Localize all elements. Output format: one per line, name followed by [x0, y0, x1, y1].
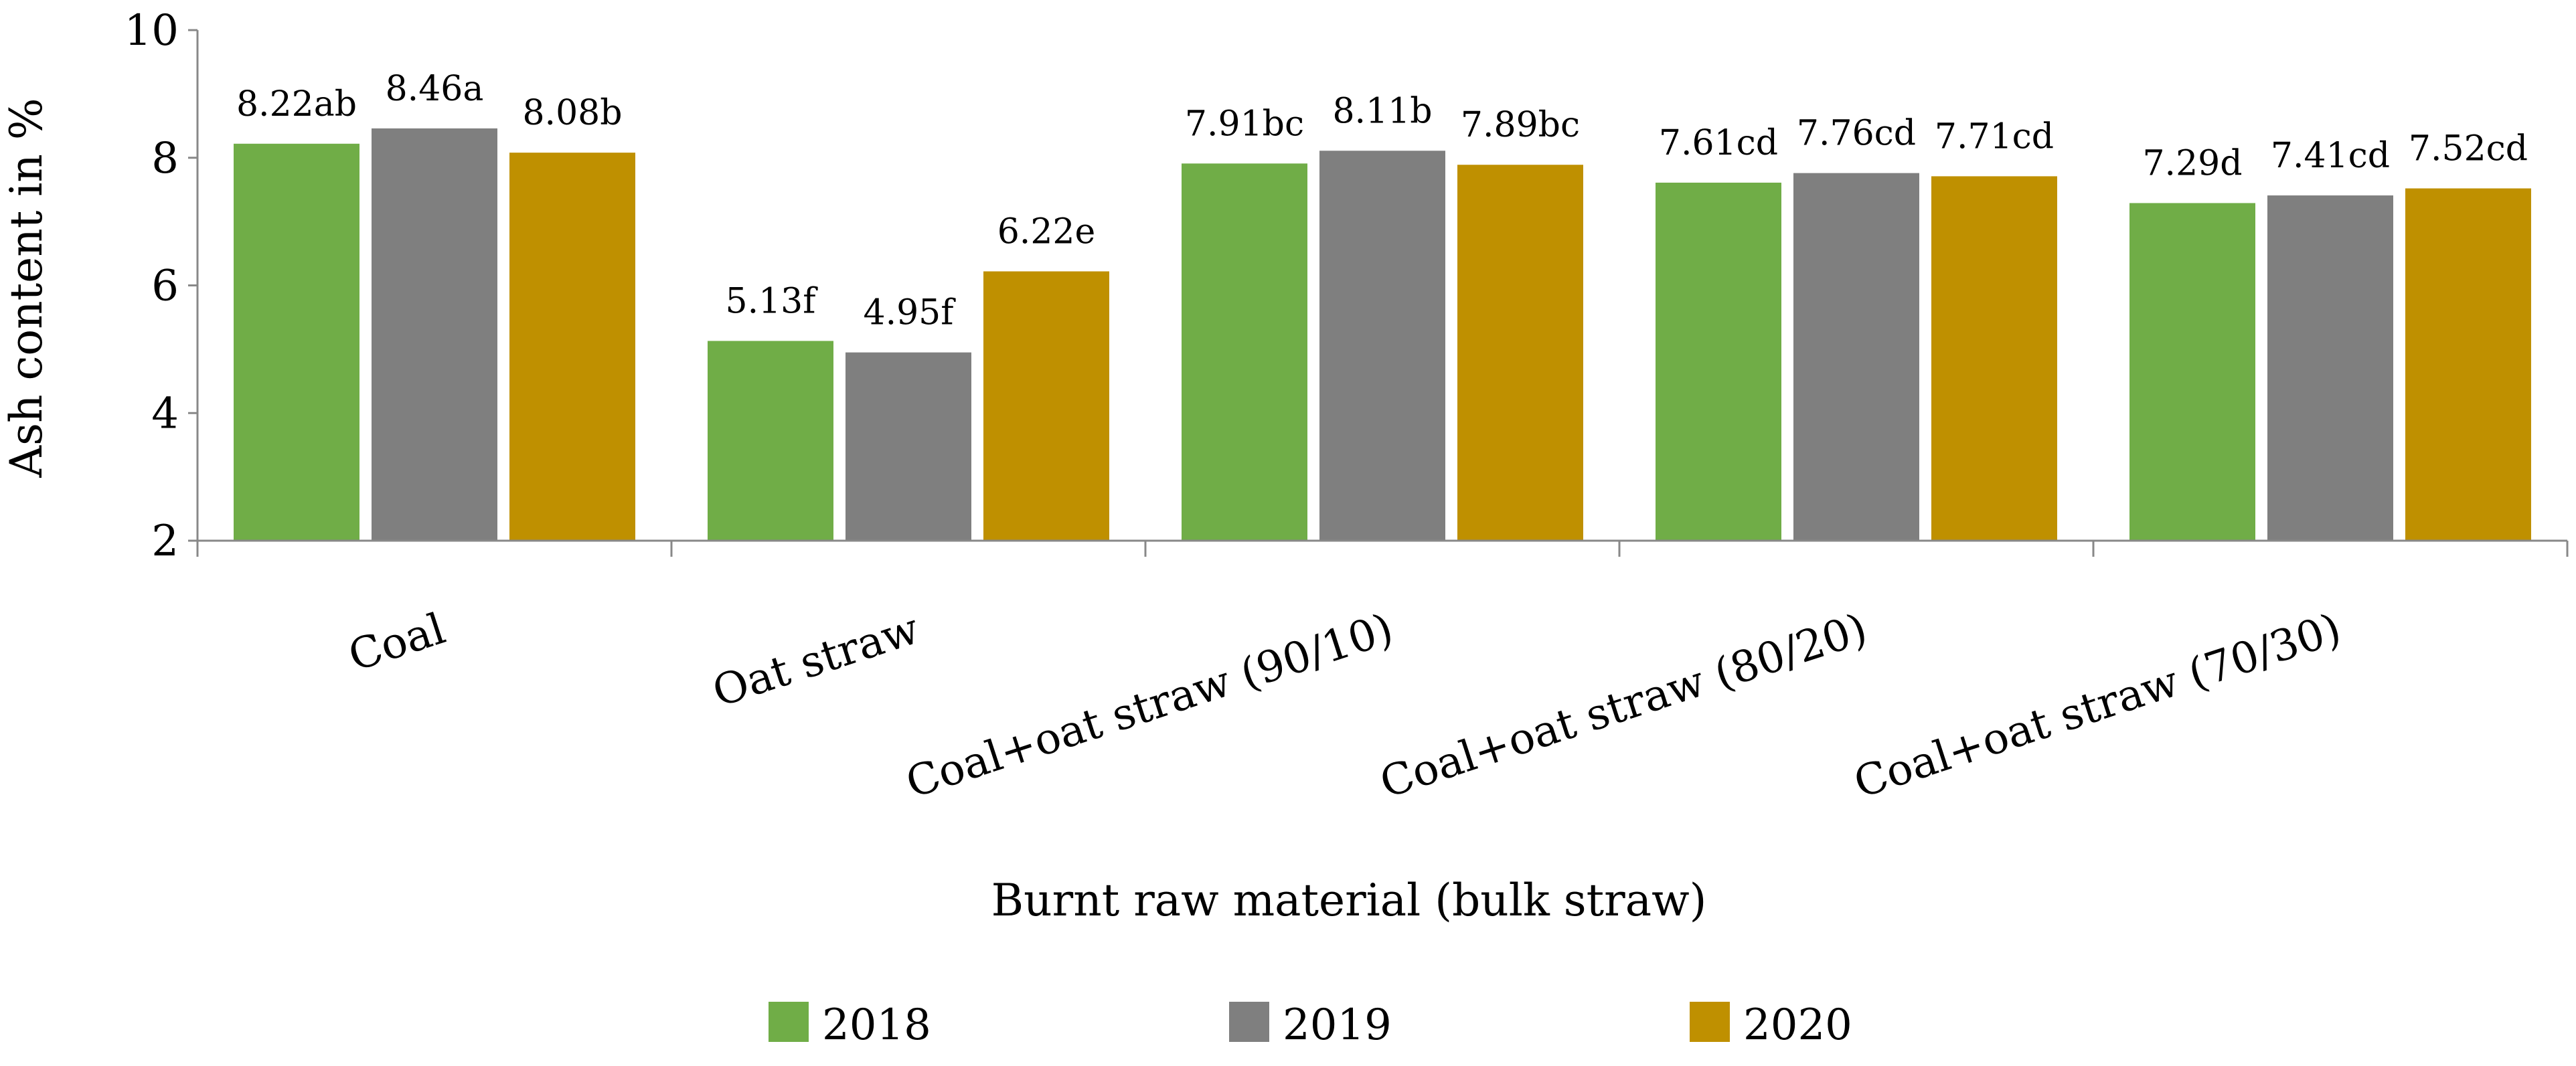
- x-ticks-group: [196, 541, 2569, 557]
- category-label: Coal+oat straw (90/10): [900, 604, 1399, 808]
- data-label: 7.41cd: [2271, 136, 2390, 176]
- bar-2020: [1457, 165, 1583, 541]
- legend-swatch-2019: [1229, 1002, 1269, 1042]
- bar-2020: [1931, 176, 2057, 541]
- bar-2020: [2405, 188, 2531, 541]
- legend-swatch-2018: [769, 1002, 809, 1042]
- y-tick-label: 6: [151, 262, 179, 311]
- data-label: 7.89bc: [1461, 105, 1580, 145]
- y-axis-title: Ash content in %: [1, 98, 52, 478]
- bar-2018: [1182, 163, 1307, 541]
- data-label: 7.52cd: [2409, 129, 2528, 169]
- category-label: Oat straw: [707, 604, 925, 717]
- y-ticks-group: 2 4 6 8 10: [125, 6, 197, 566]
- data-label: 8.11b: [1332, 91, 1432, 131]
- legend-label: 2019: [1283, 1000, 1392, 1050]
- data-label: 8.46a: [386, 69, 484, 109]
- bars-group: [234, 128, 2531, 541]
- data-label: 4.95f: [863, 293, 956, 333]
- data-label: 7.91bc: [1185, 104, 1304, 144]
- category-label: Coal: [343, 604, 451, 682]
- data-label: 8.22ab: [236, 84, 357, 124]
- bar-2019: [372, 128, 497, 541]
- legend: 2018 2019 2020: [769, 1000, 1852, 1050]
- data-labels-group: 8.22ab 8.46a 8.08b 5.13f 4.95f 6.22e 7.91bc 8.1…: [236, 69, 2528, 333]
- y-tick-label: 4: [151, 389, 179, 438]
- bar-2020: [983, 271, 1109, 541]
- y-tick-label: 8: [151, 134, 179, 183]
- data-label: 7.76cd: [1797, 114, 1916, 154]
- category-label: Coal+oat straw (70/30): [1848, 604, 2347, 808]
- data-label: 8.08b: [522, 93, 622, 133]
- bar-2018: [1656, 182, 1781, 541]
- data-label: 7.61cd: [1659, 123, 1778, 163]
- data-label: 5.13f: [725, 281, 818, 321]
- data-label: 7.29d: [2142, 143, 2242, 183]
- bar-2018: [708, 341, 833, 541]
- bar-2019: [1793, 173, 1919, 541]
- bar-2019: [846, 352, 971, 541]
- legend-swatch-2020: [1690, 1002, 1730, 1042]
- legend-label: 2020: [1743, 1000, 1852, 1050]
- bar-2020: [509, 153, 635, 541]
- category-label: Coal+oat straw (80/20): [1374, 604, 1873, 808]
- bar-2018: [2129, 203, 2255, 541]
- legend-label: 2018: [822, 1000, 931, 1050]
- data-label: 6.22e: [997, 212, 1096, 252]
- data-label: 7.71cd: [1935, 116, 2054, 157]
- bar-2019: [2267, 195, 2393, 541]
- x-axis-title: Burnt raw material (bulk straw): [991, 875, 1707, 926]
- bar-2018: [234, 143, 359, 541]
- y-tick-label: 10: [125, 6, 179, 56]
- y-tick-label: 2: [151, 517, 179, 566]
- bar-2019: [1319, 151, 1445, 541]
